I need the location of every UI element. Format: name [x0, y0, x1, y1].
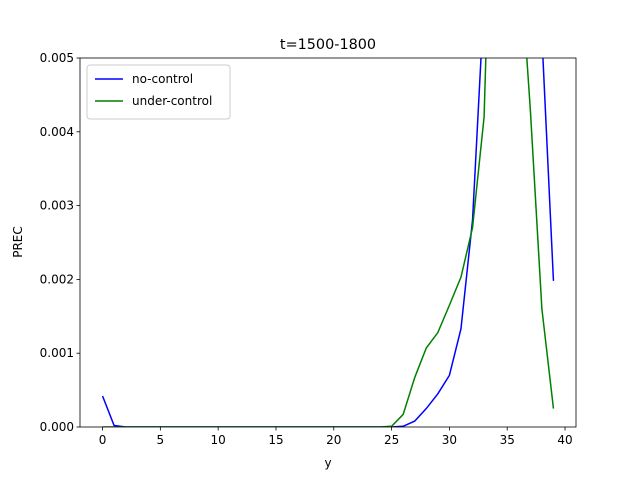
axes-frame — [79, 57, 577, 428]
y-tick-label: 0.004 — [40, 125, 74, 139]
y-tick-label: 0.001 — [40, 346, 74, 360]
y-tick-label: 0.003 — [40, 199, 74, 213]
chart-title: t=1500-1800 — [280, 37, 376, 53]
y-axis-label: PREC — [11, 226, 25, 258]
plot-area — [101, 58, 555, 427]
y-tick-label: 0.005 — [40, 51, 74, 65]
x-tick-label: 40 — [557, 433, 572, 447]
x-tick-label: 35 — [500, 433, 515, 447]
x-axis-label: y — [324, 456, 331, 470]
data-line — [102, 58, 555, 427]
legend: no-control under-control — [86, 64, 231, 120]
x-tick-label: 25 — [384, 433, 399, 447]
data-line — [101, 58, 555, 427]
x-tick-label: 30 — [442, 433, 457, 447]
x-tick-label: 10 — [211, 433, 226, 447]
x-tick-label: 5 — [157, 433, 165, 447]
legend-label: no-control — [132, 72, 193, 86]
x-tick-label: 0 — [99, 433, 107, 447]
y-tick-label: 0.000 — [40, 420, 74, 434]
x-tick-label: 15 — [268, 433, 283, 447]
legend-label: under-control — [132, 94, 212, 108]
x-tick-label: 20 — [326, 433, 341, 447]
y-tick-label: 0.002 — [40, 272, 74, 286]
